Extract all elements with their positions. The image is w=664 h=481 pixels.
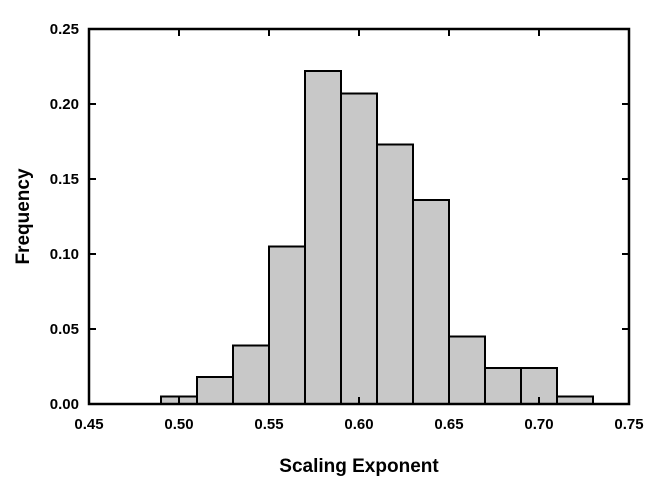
y-tick-label: 0.20 [50, 96, 79, 113]
histogram-bar [268, 245, 306, 405]
x-tick-label: 0.70 [524, 416, 553, 433]
histogram-bar [232, 344, 270, 405]
histogram-bar [196, 376, 234, 405]
y-tick-label: 0.10 [50, 246, 79, 263]
x-tick-labels: 0.45 0.50 0.55 0.60 0.65 0.70 0.75 [74, 416, 643, 433]
x-tick-label: 0.75 [614, 416, 643, 433]
y-tick-label: 0.00 [50, 396, 79, 413]
histogram-bars [160, 70, 594, 405]
y-tick-labels: 0.00 0.05 0.10 0.15 0.20 0.25 [50, 21, 79, 413]
histogram-bar [340, 92, 378, 405]
histogram-bar [304, 70, 342, 405]
plot-frame [87, 27, 631, 406]
y-tick-label: 0.05 [50, 321, 79, 338]
histogram-bar [376, 143, 414, 405]
x-tick-label: 0.50 [164, 416, 193, 433]
x-tick-label: 0.55 [254, 416, 283, 433]
y-tick-label: 0.15 [50, 171, 79, 188]
x-axis-title: Scaling Exponent [279, 456, 439, 477]
y-axis-title: Frequency [13, 168, 34, 265]
histogram-bar [520, 367, 558, 405]
x-tick-label: 0.65 [434, 416, 463, 433]
x-tick-label: 0.45 [74, 416, 103, 433]
histogram-bar [448, 335, 486, 405]
y-tick-label: 0.25 [50, 21, 79, 38]
x-tick-label: 0.60 [344, 416, 373, 433]
histogram-bar [484, 367, 522, 405]
histogram-bar [412, 199, 450, 405]
